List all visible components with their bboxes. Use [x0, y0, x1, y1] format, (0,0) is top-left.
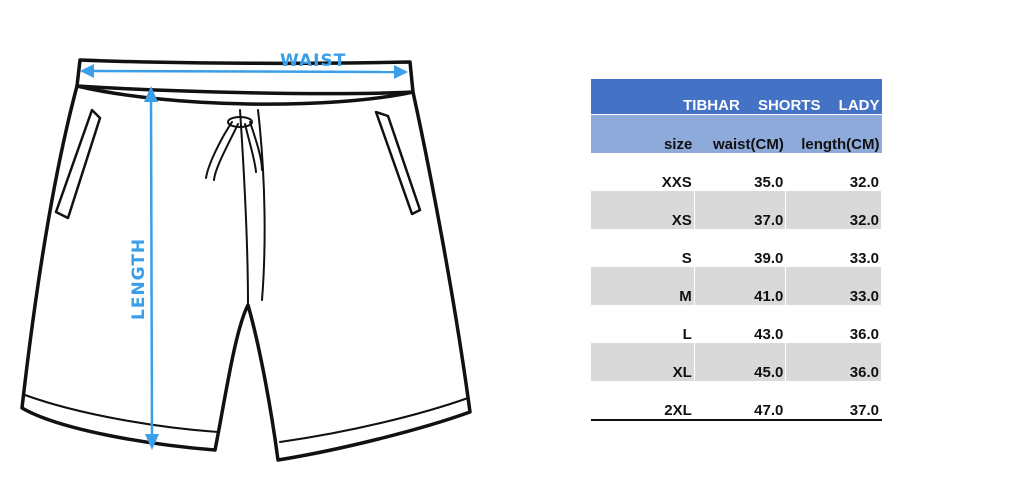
table-row: S 39.0 33.0 [591, 229, 882, 267]
shorts-illustration: WAIST LENGTH [20, 51, 472, 462]
title-category: LADY [838, 97, 880, 114]
cell-waist: 47.0 [694, 381, 787, 421]
table-title: TIBHAR SHORTS LADY [591, 79, 882, 115]
table-row: XXS 35.0 32.0 [591, 153, 882, 191]
cell-waist: 35.0 [694, 153, 787, 191]
cell-length: 33.0 [785, 229, 882, 267]
header-waist: waist(CM) [694, 114, 786, 153]
cell-waist: 41.0 [694, 267, 787, 305]
table-row: 2XL 47.0 37.0 [591, 381, 882, 421]
table-body: XXS 35.0 32.0 XS 37.0 32.0 S 39.0 33.0 M… [591, 153, 882, 421]
cell-waist: 43.0 [694, 305, 787, 343]
table-row: M 41.0 33.0 [591, 267, 882, 305]
cell-size: XS [591, 191, 695, 229]
cell-size: XXS [591, 153, 695, 191]
cell-size: 2XL [591, 381, 695, 421]
cell-size: L [591, 305, 695, 343]
cell-length: 32.0 [785, 191, 882, 229]
size-chart-table: TIBHAR SHORTS LADY size waist(CM) length… [591, 79, 882, 421]
title-brand: TIBHAR [683, 97, 740, 114]
length-label: LENGTH [129, 238, 149, 320]
cell-length: 33.0 [785, 267, 882, 305]
cell-length: 36.0 [785, 343, 882, 381]
cell-size: S [591, 229, 695, 267]
header-length: length(CM) [785, 114, 882, 153]
table-row: XS 37.0 32.0 [591, 191, 882, 229]
cell-length: 36.0 [785, 305, 882, 343]
table-title-row: TIBHAR SHORTS LADY [591, 79, 882, 115]
cell-length: 32.0 [785, 153, 882, 191]
table-row: L 43.0 36.0 [591, 305, 882, 343]
waist-arrow [80, 64, 408, 79]
cell-size: M [591, 267, 695, 305]
header-size: size [591, 114, 695, 153]
cell-waist: 39.0 [694, 229, 787, 267]
cell-waist: 45.0 [694, 343, 787, 381]
cell-length: 37.0 [785, 381, 882, 421]
shorts-outline [20, 58, 472, 462]
table-header-row: size waist(CM) length(CM) [591, 114, 882, 153]
cell-waist: 37.0 [694, 191, 787, 229]
waist-label: WAIST [280, 51, 346, 71]
title-product: SHORTS [757, 97, 821, 114]
length-arrow [144, 86, 159, 450]
table-row: XL 45.0 36.0 [591, 343, 882, 381]
cell-size: XL [591, 343, 695, 381]
